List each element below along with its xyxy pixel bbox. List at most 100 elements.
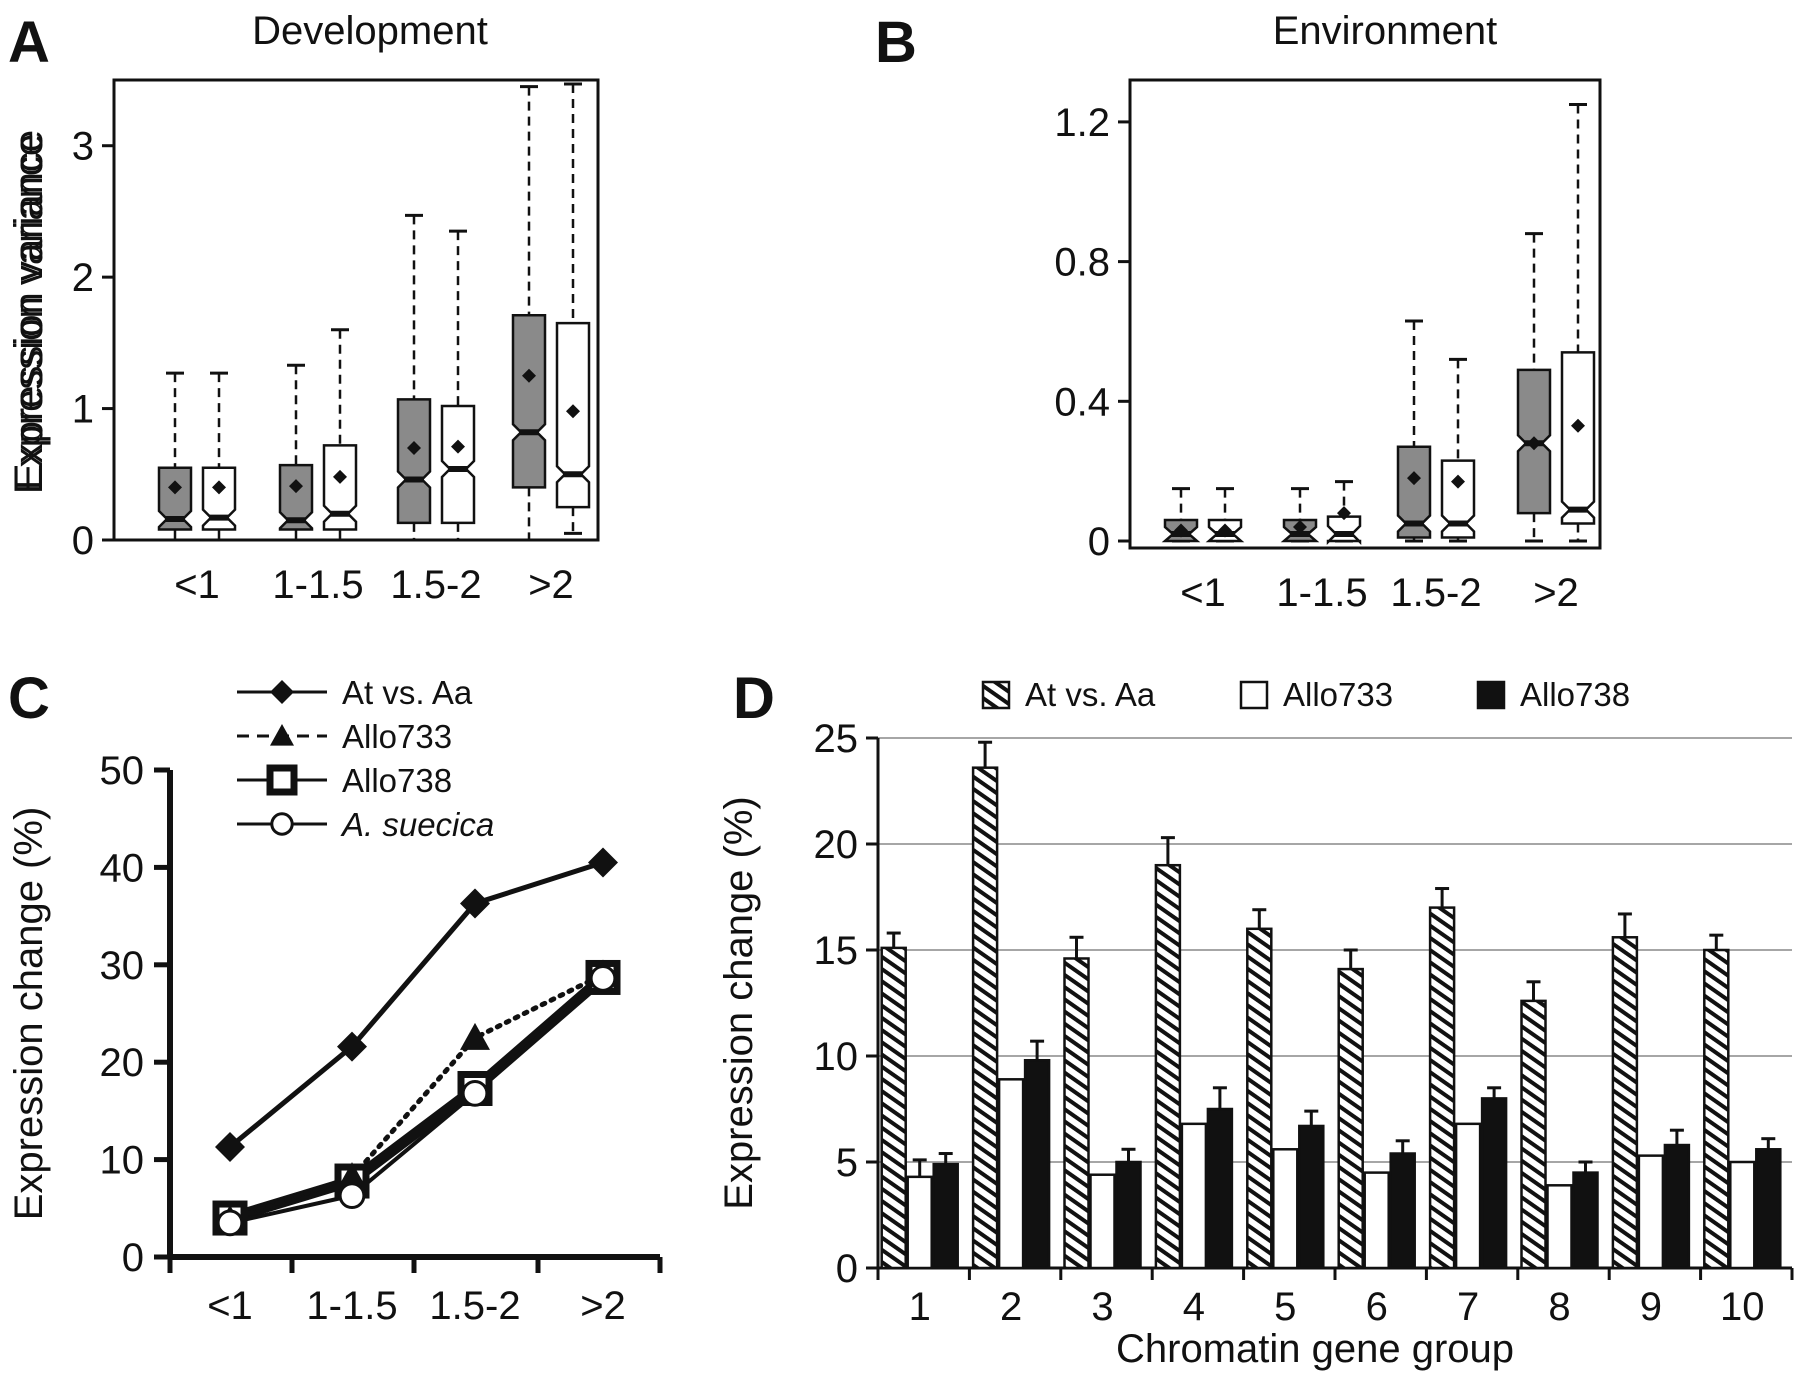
x-tick-label-c: 1-1.5 — [306, 1284, 397, 1328]
box-mean-marker — [1451, 474, 1465, 489]
legend-swatch-hatched — [981, 680, 1011, 710]
box-mean-marker — [212, 480, 226, 495]
panel-b: Environment 0 0.4 0.8 1.2 Expression variance… — [7, 9, 1602, 615]
legend-marker-circle — [270, 812, 294, 836]
box-body — [322, 444, 358, 531]
legend-label: At vs. Aa — [342, 674, 473, 711]
box-body — [396, 398, 432, 525]
chart-title-b: Environment — [1273, 9, 1498, 53]
y-tick-label-a: 2 — [72, 256, 94, 300]
legend-label: Allo733 — [1283, 676, 1393, 713]
y-tick-label-a: 0 — [72, 519, 94, 563]
x-axis-label-d: Chromatin gene group — [1116, 1327, 1514, 1371]
bar-white — [1729, 1160, 1756, 1270]
series-line-diamond — [227, 860, 606, 1150]
bar-white — [1272, 1148, 1299, 1270]
box-body — [1326, 515, 1362, 546]
y-tick-label-a: 3 — [72, 125, 94, 169]
bar-white — [906, 1175, 933, 1270]
bar-white — [1180, 1122, 1208, 1270]
bar-black — [1389, 1152, 1416, 1270]
y-tick-label-c: 10 — [100, 1139, 145, 1183]
y-tick-label-d: 0 — [836, 1247, 858, 1291]
x-tick-label-b: <1 — [1180, 571, 1226, 615]
y-tick-label-d: 15 — [814, 929, 859, 973]
y-tick-label-d: 5 — [836, 1141, 858, 1185]
legend-label: A. suecica — [340, 806, 494, 843]
bar-hatched — [1520, 999, 1547, 1270]
data-point-diamond — [215, 1131, 245, 1162]
chart-title-a: Development — [252, 9, 488, 53]
x-tick-label-d: 4 — [1183, 1285, 1205, 1329]
bar-white — [1454, 1122, 1482, 1270]
y-axis-label-d: Expression change (%) — [717, 796, 761, 1210]
series-line-triangle — [227, 972, 606, 1223]
bar-black — [1115, 1160, 1142, 1270]
bar-black — [1298, 1124, 1325, 1270]
bar-black — [1755, 1148, 1782, 1270]
data-point-diamond — [337, 1031, 367, 1062]
plot-frame-b — [1128, 78, 1602, 550]
bar-black — [1480, 1097, 1508, 1270]
panel-label-b: B — [875, 10, 917, 75]
x-tick-label-d: 1 — [909, 1285, 931, 1329]
legend-label: Allo738 — [342, 762, 452, 799]
bar-hatched — [971, 766, 999, 1270]
x-tick-label-d: 7 — [1457, 1285, 1479, 1329]
data-point-diamond — [460, 888, 490, 919]
x-tick-label-a: >2 — [528, 563, 574, 607]
box-body — [1560, 351, 1596, 525]
box-mean-marker — [451, 439, 465, 454]
bar-black — [1663, 1143, 1691, 1270]
x-tick-label-c: <1 — [207, 1284, 253, 1328]
y-tick-label-c: 30 — [100, 944, 145, 988]
data-point-circle — [461, 1079, 489, 1107]
bar-black — [1572, 1171, 1599, 1270]
box-mean-marker — [1337, 506, 1351, 521]
box-mean-marker — [168, 480, 182, 495]
bar-white — [1546, 1184, 1573, 1270]
series-line-circle — [228, 976, 605, 1225]
box-body — [278, 463, 314, 531]
box-mean-marker — [1293, 520, 1307, 535]
x-tick-label-b: 1.5-2 — [1390, 571, 1481, 615]
x-tick-label-d: 6 — [1366, 1285, 1388, 1329]
y-tick-label-b: 0 — [1088, 520, 1110, 564]
y-tick-label-d: 25 — [814, 717, 859, 761]
x-tick-label-a: 1.5-2 — [390, 563, 481, 607]
y-tick-label-b: 0.8 — [1054, 241, 1110, 285]
x-tick-label-b: 1-1.5 — [1276, 571, 1367, 615]
x-tick-label-c: >2 — [580, 1284, 626, 1328]
box-mean-marker — [333, 469, 347, 484]
data-point-diamond — [588, 847, 618, 878]
legend-label: At vs. Aa — [1025, 676, 1156, 713]
bar-hatched — [1611, 936, 1639, 1270]
legend-marker-diamond — [270, 680, 294, 704]
y-tick-label-c: 0 — [122, 1236, 144, 1280]
panel-a: Development 0 1 2 3 Expression variance <1 1-1.… — [7, 9, 600, 607]
panel-d: 0 5 10 15 20 25 1 2 3 4 5 6 7 8 9 10 Expression change (… — [717, 676, 1794, 1371]
y-axis-label-b: Expression variance — [7, 134, 51, 494]
x-tick-label-a: 1-1.5 — [272, 563, 363, 607]
legend-swatch-white — [1239, 680, 1269, 710]
bar-hatched — [1428, 906, 1456, 1270]
box-mean-marker — [1407, 471, 1421, 486]
bar-black — [1023, 1058, 1051, 1270]
legend-marker-triangle — [270, 724, 294, 746]
data-point-triangle — [337, 1162, 367, 1190]
data-point-circle — [338, 1182, 366, 1210]
plot-frame-a — [112, 78, 600, 542]
bar-white — [1363, 1171, 1390, 1270]
box-body — [201, 466, 237, 531]
box-mean-marker — [1527, 436, 1541, 451]
x-tick-label-d: 3 — [1091, 1285, 1113, 1329]
data-point-circle — [589, 965, 617, 992]
bar-white — [997, 1078, 1025, 1270]
legend-marker-square — [266, 764, 298, 796]
panel-label-a: A — [8, 10, 50, 75]
box-mean-marker — [1571, 418, 1585, 433]
y-tick-label-c: 20 — [100, 1041, 145, 1085]
box-mean-marker — [1218, 523, 1232, 538]
x-tick-label-d: 9 — [1640, 1285, 1662, 1329]
